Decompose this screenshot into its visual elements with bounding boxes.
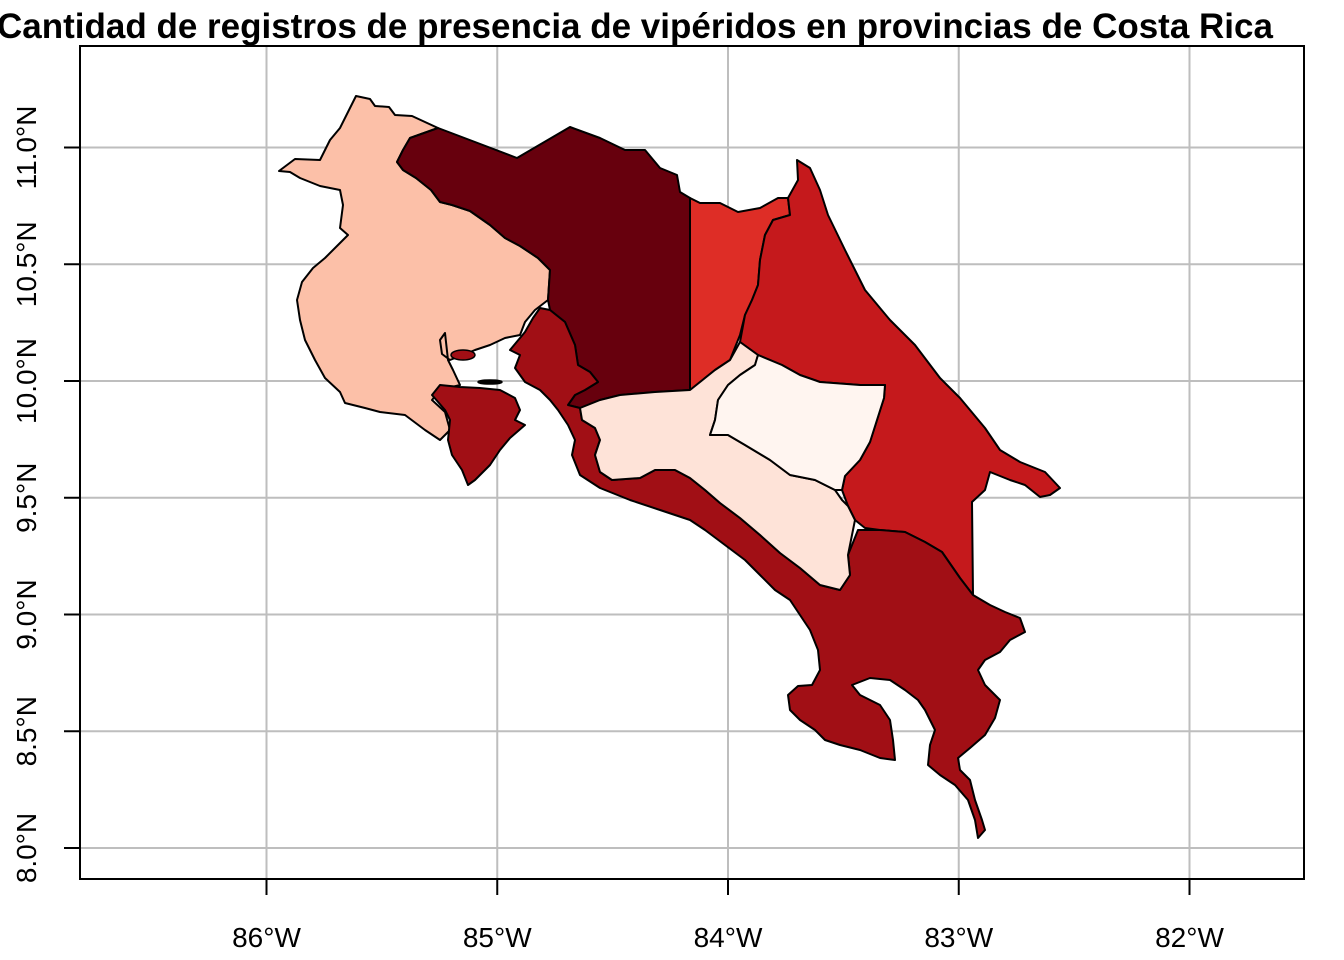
province-cartago	[709, 354, 886, 491]
province-puntarenas-nicoya	[431, 384, 526, 486]
map-title: Cantidad de registros de presencia de vi…	[0, 7, 1273, 46]
x-axis-tick-label: 85°W	[463, 922, 532, 953]
x-axis-tick-label: 82°W	[1155, 922, 1224, 953]
y-axis-tick-label: 9.5°N	[11, 463, 42, 533]
y-axis-tick-label: 9.0°N	[11, 579, 42, 649]
y-axis-tick-label: 10.5°N	[11, 221, 42, 307]
provinces-layer	[278, 95, 1061, 839]
axes: 86°W 85°W 84°W 83°W 82°W 8.0°N 8.5°N 9.0°N 9.5°N…	[11, 106, 1224, 953]
y-axis-tick-label: 8.5°N	[11, 696, 42, 766]
plot-frame	[79, 45, 1305, 880]
y-axis-tick-label: 10.0°N	[11, 338, 42, 424]
x-axis-tick-label: 84°W	[694, 922, 763, 953]
lake-shape-1	[450, 349, 476, 361]
x-axis-tick-label: 86°W	[232, 922, 301, 953]
x-axis-tick-label: 83°W	[924, 922, 993, 953]
y-axis-tick-label: 8.0°N	[11, 813, 42, 883]
y-axis-tick-label: 11.0°N	[11, 106, 42, 190]
lake-shape-2	[477, 379, 503, 385]
